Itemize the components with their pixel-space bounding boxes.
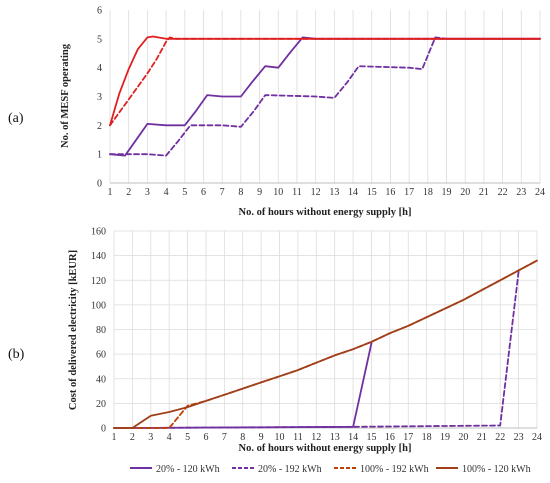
panel-a-x-tick-label: 8 (238, 187, 243, 198)
panel-b-y-tick-label: 140 (91, 251, 106, 262)
panel-a-x-tick-label: 23 (516, 187, 526, 198)
panel-b-y-tick-label: 60 (96, 350, 106, 361)
panel-a-x-tick-label: 5 (182, 187, 187, 198)
panel-b-x-tick-label: 9 (259, 432, 264, 443)
panel-a-x-tick-label: 1 (108, 187, 113, 198)
panel-b-y-tick-label: 0 (101, 424, 106, 435)
panel-a-series-20pct-192-kwh (109, 36, 541, 157)
panel-a-y-axis-title: No. of MESF operating (60, 43, 71, 148)
panel-a-x-tick-label: 13 (329, 187, 339, 198)
panel-a-x-tick-label: 24 (535, 187, 545, 198)
legend-label-20pct-120-kwh: 20% - 120 kWh (156, 464, 220, 475)
panel-a-series-100pct-192-kwh (109, 36, 541, 127)
panel-a-series-20pct-120-kwh (109, 36, 541, 157)
panel-b-x-tick-label: 19 (440, 432, 450, 443)
panel-a-series-100pct-120-kwh (109, 35, 541, 127)
panel-b-y-tick-label: 20 (96, 399, 106, 410)
panel-a-x-tick-label: 2 (126, 187, 131, 198)
panel-b-x-tick-label: 7 (222, 432, 227, 443)
panel-a-y-tick-label: 4 (97, 63, 102, 74)
panel-a-x-tick-label: 12 (311, 187, 321, 198)
panel-b-y-tick-label: 80 (96, 325, 106, 336)
panel-a-y-tick-label: 1 (97, 150, 102, 161)
panel-b-x-tick-label: 11 (293, 432, 303, 443)
panel-a-y-tick-label: 3 (97, 92, 102, 103)
panel-a-x-tick-label: 20 (460, 187, 470, 198)
panel-a-x-tick-label: 17 (404, 187, 414, 198)
panel-b-y-tick-label: 40 (96, 374, 106, 385)
legend-label-20pct-192-kwh: 20% - 192 kWh (258, 464, 322, 475)
panel-a-x-tick-label: 18 (423, 187, 433, 198)
panel-a-x-tick-label: 9 (257, 187, 262, 198)
panel-a-x-tick-label: 6 (201, 187, 206, 198)
panel-a-y-tick-label: 6 (97, 6, 102, 17)
legend-label-100pct-120-kwh: 100% - 120 kWh (462, 464, 531, 475)
panel-b-x-tick-label: 2 (130, 432, 135, 443)
panel-a-x-tick-label: 21 (479, 187, 489, 198)
panel-b-y-tick-label: 120 (91, 276, 106, 287)
panel-b-x-tick-label: 16 (385, 432, 395, 443)
panel-a-x-tick-label: 15 (367, 187, 377, 198)
panel-a-x-tick-label: 3 (145, 187, 150, 198)
panel-b-x-tick-label: 24 (532, 432, 542, 443)
panel-b-label: (b) (8, 347, 25, 362)
legend: 20% - 120 kWh 20% - 192 kWh 100% - 192 kWh… (130, 464, 531, 475)
panel-a-x-axis-title: No. of hours without energy supply [h] (239, 207, 412, 218)
panel-b-x-tick-label: 23 (514, 432, 524, 443)
panel-b-x-tick-label: 18 (422, 432, 432, 443)
panel-b-x-tick-label: 15 (366, 432, 376, 443)
panel-b-plot: 1 2 3 4 5 6 7 8 9 10 11 12 13 14 15 16 17 18 19 20 21 22 23 240… (91, 227, 542, 444)
panel-b-x-tick-label: 21 (477, 432, 487, 443)
panel-b-y-tick-label: 160 (91, 227, 106, 238)
panel-b-y-tick-label: 100 (91, 300, 106, 311)
panel-a-x-tick-label: 10 (273, 187, 283, 198)
panel-a-x-tick-label: 19 (442, 187, 452, 198)
panel-a-y-tick-label: 2 (97, 121, 102, 132)
panel-a-y-tick-label: 5 (97, 34, 102, 45)
panel-a-x-tick-label: 22 (498, 187, 508, 198)
panel-b-x-tick-label: 22 (495, 432, 505, 443)
panel-b-x-tick-label: 20 (458, 432, 468, 443)
panel-b-x-tick-label: 5 (185, 432, 190, 443)
panel-a-x-tick-label: 4 (164, 187, 169, 198)
panel-b-x-tick-label: 4 (167, 432, 172, 443)
panel-b-series-100pct-192-kwh (113, 259, 538, 429)
panel-b-x-tick-label: 14 (348, 432, 358, 443)
panel-a-x-tick-label: 16 (385, 187, 395, 198)
panel-b-x-tick-label: 17 (403, 432, 413, 443)
panel-b-y-axis-title: Cost of delivered electricity [kEUR] (68, 250, 79, 410)
panel-b-x-tick-label: 3 (148, 432, 153, 443)
panel-b-x-tick-label: 8 (240, 432, 245, 443)
panel-a-chart: (a) 1 2 3 4 5 6 7 8 9 10 11 12 13 14 15 16 17 18 19 20 21 22 2… (8, 6, 545, 219)
panel-b-x-tick-label: 12 (311, 432, 321, 443)
panel-b-x-axis-title: No. of hours without energy supply [h] (239, 443, 412, 454)
panel-a-label: (a) (8, 111, 24, 126)
panel-b-x-tick-label: 10 (275, 432, 285, 443)
panel-b-chart: (b) 1 2 3 4 5 6 7 8 9 10 11 12 13 14 15 16 17 18 19 20 21 22 2… (8, 227, 542, 455)
panel-b-x-tick-label: 1 (112, 432, 117, 443)
panel-a-x-tick-label: 11 (292, 187, 302, 198)
panel-a-y-tick-label: 0 (97, 179, 102, 190)
panel-a-x-tick-label: 7 (220, 187, 225, 198)
panel-b-x-tick-label: 13 (330, 432, 340, 443)
panel-a-x-tick-label: 14 (348, 187, 358, 198)
legend-label-100pct-192-kwh: 100% - 192 kWh (360, 464, 429, 475)
panel-b-series-100pct-120-kwh (113, 259, 538, 429)
panel-b-x-tick-label: 6 (203, 432, 208, 443)
panel-a-plot: 1 2 3 4 5 6 7 8 9 10 11 12 13 14 15 16 17 18 19 20 21 22 23 240… (97, 6, 545, 199)
